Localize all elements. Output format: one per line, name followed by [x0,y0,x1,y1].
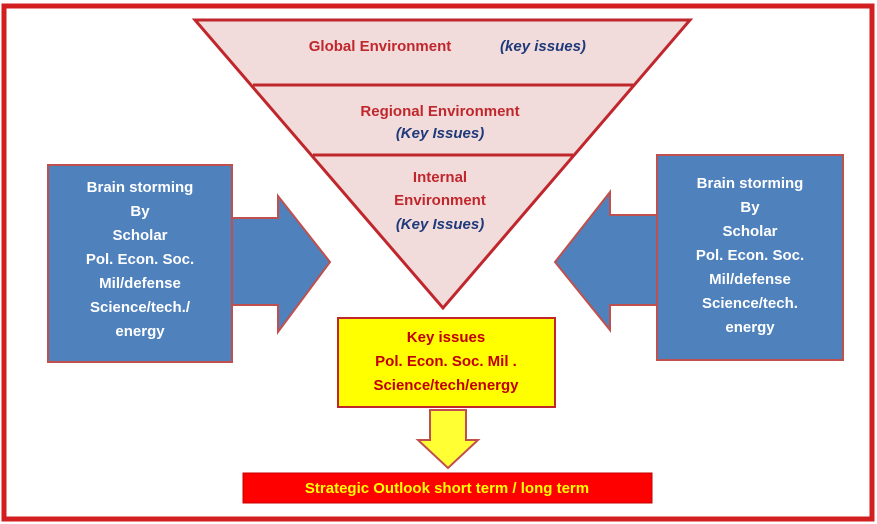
outlook-text: Strategic Outlook short term / long term [305,480,589,497]
right-box-line: Scholar [722,223,777,240]
left-arrow [231,193,332,336]
left-box-line: Brain storming [87,179,194,196]
left-box [47,164,233,363]
outlook-bar [242,472,653,504]
right-box-line: Brain storming [697,175,804,192]
level-title: Regional Environment [360,103,519,120]
left-box-line: Science/tech./ [90,299,191,316]
left-box-line: By [130,203,150,220]
key-issues-box [337,317,556,408]
level-note: (Key Issues) [396,125,484,142]
key-issues-line: Key issues [407,329,485,346]
right-box-line: Mil/defense [709,271,791,288]
right-box-line: Pol. Econ. Soc. [696,247,804,264]
key-issues-line: Science/tech/energy [373,377,519,394]
right-box-line: energy [725,319,775,336]
funnel [191,18,694,311]
left-box-line: Pol. Econ. Soc. [86,251,194,268]
right-box-line: By [740,199,760,216]
right-box-line: Science/tech. [702,295,798,312]
level-note: (Key Issues) [396,216,484,233]
level-title: Global Environment [309,38,452,55]
level-title: Internal [413,169,467,186]
left-box-line: Scholar [112,227,167,244]
right-box [656,154,844,361]
level-note: (key issues) [500,38,586,55]
key-issues-line: Pol. Econ. Soc. Mil . [375,353,517,370]
down-arrow [415,409,481,470]
right-arrow [553,189,658,333]
left-box-line: Mil/defense [99,275,181,292]
left-box-line: energy [115,323,165,340]
level-title: Environment [394,192,486,209]
